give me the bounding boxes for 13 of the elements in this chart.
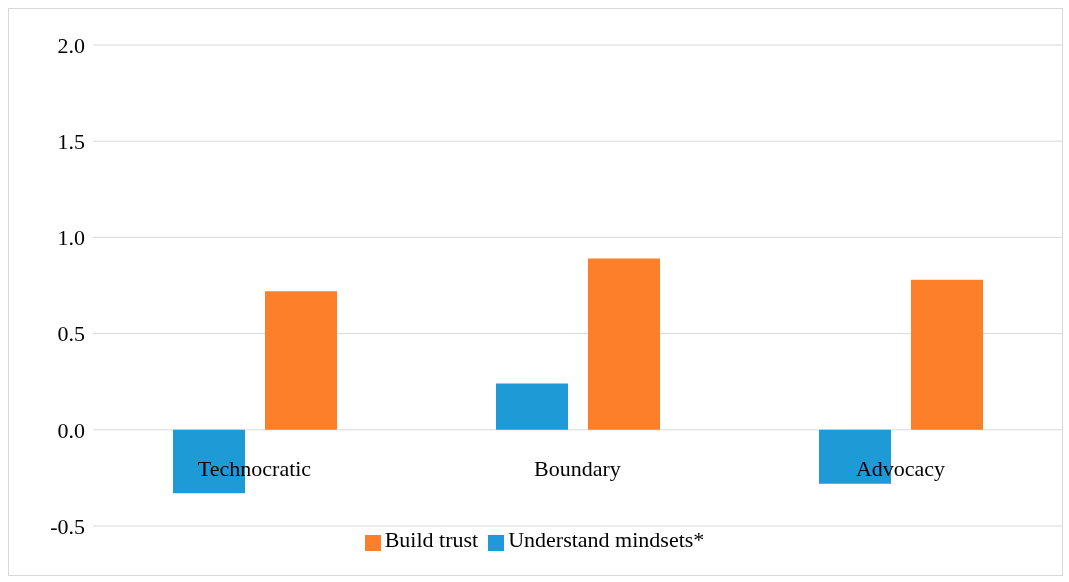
- bar: [265, 291, 337, 430]
- x-tick-label: Boundary: [534, 455, 621, 481]
- y-tick-label: 2.0: [57, 32, 85, 58]
- y-tick-label: 1.5: [57, 129, 85, 155]
- bar: [496, 383, 568, 430]
- y-tick-label: -0.5: [50, 513, 85, 539]
- y-tick-label: 0.0: [57, 417, 85, 443]
- legend-label: Understand mindsets*: [508, 527, 705, 552]
- bar: [911, 279, 983, 430]
- y-tick-label: 0.5: [57, 321, 85, 347]
- y-tick-label: 1.0: [57, 225, 85, 251]
- legend-label: Build trust: [384, 527, 479, 552]
- bar: [588, 258, 660, 430]
